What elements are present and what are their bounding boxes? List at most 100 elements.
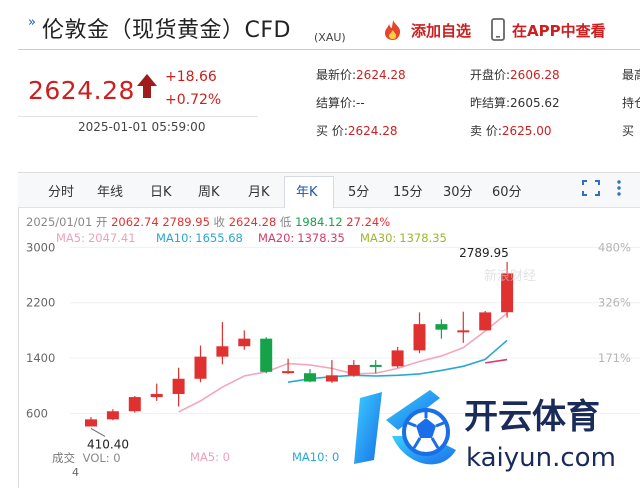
quote-value: --	[356, 96, 365, 110]
quote-cell: 结算价:--	[316, 94, 365, 111]
quote-timestamp: 2025-01-01 05:59:00	[78, 120, 206, 134]
ma5-line	[178, 312, 508, 413]
ma-legend-item: MA30: 1378.35	[360, 231, 447, 245]
ma-name: MA20:	[258, 231, 295, 245]
active-tab-highlight	[284, 176, 334, 209]
candle-body	[501, 273, 514, 313]
info-open-label: 开	[95, 215, 108, 229]
price-change-percent: +0.72%	[165, 92, 222, 108]
ma20-line	[485, 358, 508, 364]
ma-value: 2047.41	[87, 231, 136, 245]
candle-body	[260, 338, 273, 372]
add-favorite-label: 添加自选	[411, 22, 472, 40]
open-in-app-label: 在APP中查看	[512, 22, 606, 40]
up-arrow-icon	[137, 74, 157, 98]
quote-label: 卖 价:	[470, 124, 502, 138]
candle-body	[479, 312, 492, 331]
info-high: 2789.95	[162, 215, 210, 229]
ma-legend-item: MA10: 1655.68	[156, 231, 243, 245]
price-change: +18.66	[165, 69, 217, 85]
expand-icon[interactable]	[581, 179, 601, 197]
tab-0[interactable]: 分时	[48, 185, 75, 200]
sina-watermark: 新浪财经	[484, 268, 536, 284]
ma-value: 1378.35	[297, 231, 345, 245]
quote-value: 2624.28	[356, 68, 406, 82]
candle-body	[282, 371, 295, 374]
candle-body	[435, 324, 448, 330]
ma-name: MA5:	[56, 231, 85, 245]
tab-6[interactable]: 5分	[348, 185, 370, 200]
y-pct-tick-label: 480%	[598, 240, 631, 254]
candle-body	[347, 364, 360, 376]
quote-value: 2606.28	[510, 68, 560, 82]
info-close: 2624.28	[228, 215, 277, 229]
more-icon[interactable]	[615, 179, 623, 197]
volume-ma10: MA10: 0	[292, 450, 340, 464]
quote-cell: 最高	[622, 66, 640, 83]
volume-vol: VOL: 0	[82, 451, 121, 465]
tab-8[interactable]: 30分	[443, 185, 473, 200]
quote-label: 最高	[622, 68, 640, 82]
ma-value: 1655.68	[195, 231, 243, 245]
page-title-symbol: (XAU)	[314, 31, 346, 44]
quote-cell: 买	[622, 122, 634, 139]
candle-body	[194, 356, 207, 379]
info-date: 2025/01/01	[26, 215, 93, 229]
quote-label: 开盘价:	[470, 68, 511, 82]
min-pointer	[90, 428, 106, 437]
y-tick-label: 3000	[26, 240, 55, 254]
candle-body	[150, 393, 163, 398]
ma-legend-item: MA5: 2047.41	[56, 231, 136, 245]
candle-body	[128, 397, 141, 412]
candle-body	[413, 324, 426, 351]
timestamp-divider	[18, 116, 258, 117]
quote-label: 最新价:	[316, 68, 357, 82]
quote-label: 买 价:	[316, 124, 348, 138]
quote-cell: 最新价:2624.28	[316, 66, 406, 83]
candle-body	[238, 338, 251, 347]
ma-name: MA10:	[156, 231, 193, 245]
ma10-line	[287, 339, 508, 384]
quote-cell: 卖 价:2625.00	[470, 122, 551, 139]
tab-2[interactable]: 日K	[150, 185, 172, 200]
candle-body	[325, 375, 338, 382]
tab-7[interactable]: 15分	[393, 185, 423, 200]
quote-label: 结算价:	[316, 96, 357, 110]
quote-cell: 开盘价:2606.28	[470, 66, 560, 83]
candle-body	[216, 346, 229, 357]
quote-value: 2624.28	[347, 124, 398, 138]
title-arrow-icon: »	[28, 15, 36, 30]
info-low-label: 低	[279, 215, 292, 229]
candle-body	[457, 330, 470, 333]
volume-axis-min: 4	[72, 466, 79, 479]
flame-icon	[385, 20, 401, 40]
max-price-label: 2789.95	[459, 246, 509, 260]
quote-cell: 昨结算:2605.62	[470, 94, 560, 111]
candle-body	[172, 378, 185, 394]
phone-icon	[491, 18, 505, 41]
candle-body	[391, 350, 404, 367]
volume-legend: 成交 VOL: 0 MA5: 0 MA10: 0	[52, 450, 339, 466]
header-divider	[18, 49, 640, 50]
tab-1[interactable]: 年线	[97, 185, 124, 200]
candle-body	[85, 419, 97, 427]
ma-legend-item: MA20: 1378.35	[258, 231, 345, 245]
info-low: 1984.12	[295, 215, 343, 229]
tab-3[interactable]: 周K	[198, 185, 220, 200]
candle-body	[304, 373, 316, 382]
quote-value: 2605.62	[510, 96, 560, 110]
tab-5[interactable]: 年K	[296, 185, 318, 200]
svg-text:新浪财经: 新浪财经	[484, 268, 536, 284]
volume-ma5: MA5: 0	[190, 450, 230, 464]
y-tick-label: 1400	[26, 351, 55, 365]
ma-name: MA30:	[360, 231, 397, 245]
y-tick-label: 2200	[26, 296, 55, 310]
quote-cell: 买 价:2624.28	[316, 122, 397, 139]
tab-4[interactable]: 月K	[248, 185, 270, 200]
y-pct-tick-label: 326%	[598, 296, 631, 310]
watermark-logo: 开云体育 kaiyun.com	[354, 390, 616, 473]
quote-label: 持仓	[622, 96, 640, 110]
quote-cell: 持仓	[622, 94, 640, 111]
tab-9[interactable]: 60分	[492, 185, 522, 200]
info-pct: 27.24%	[346, 215, 391, 229]
